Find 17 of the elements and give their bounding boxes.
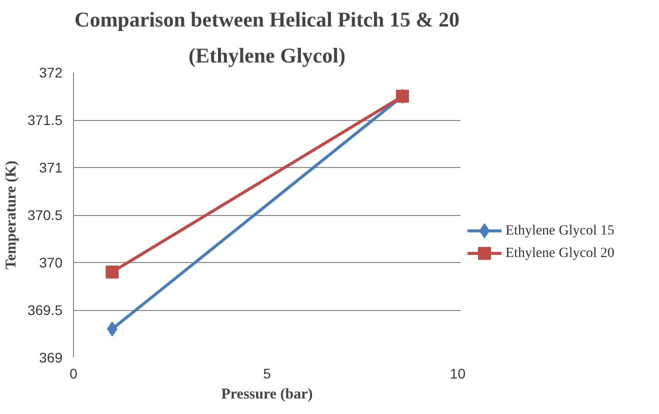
- y-tick-label: 369: [39, 350, 63, 366]
- y-tick-label: 370.5: [27, 207, 63, 223]
- legend-label: Ethylene Glycol 15: [506, 223, 614, 238]
- y-tick-label: 371: [39, 160, 63, 176]
- x-tick-label: 0: [70, 366, 78, 382]
- x-tick-label: 10: [450, 366, 466, 382]
- y-tick-label: 372: [39, 64, 63, 80]
- chart-subtitle: (Ethylene Glycol): [188, 44, 346, 68]
- chart-title: Comparison between Helical Pitch 15 & 20: [74, 8, 460, 32]
- x-tick-label: 5: [263, 366, 272, 382]
- point: [106, 266, 119, 278]
- y-tick-label: 370: [39, 254, 63, 270]
- legend-label: Ethylene Glycol 20: [506, 246, 614, 261]
- y-tick-label: 369.5: [27, 302, 63, 318]
- x-axis-title: Pressure (bar): [221, 386, 313, 402]
- y-tick-label: 371.5: [27, 112, 63, 128]
- y-axis-title: Temperature (K): [3, 160, 20, 270]
